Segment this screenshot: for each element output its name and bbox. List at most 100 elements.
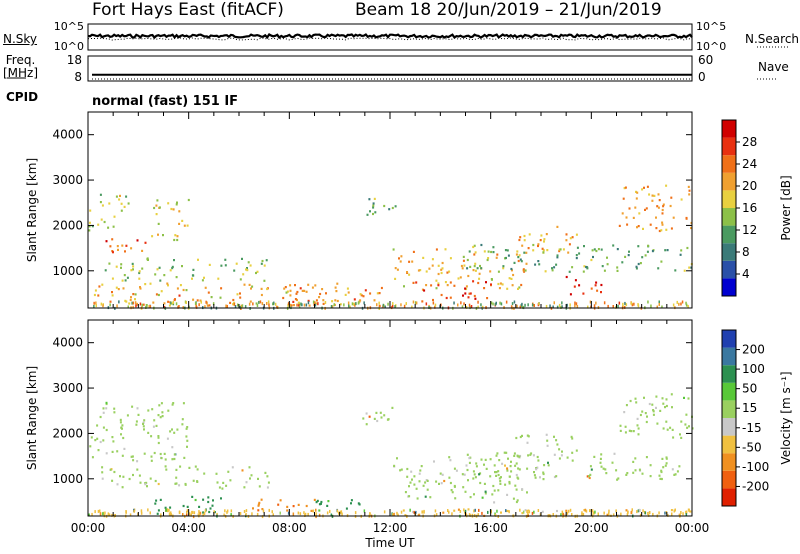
data-cell	[660, 470, 663, 474]
data-cell	[446, 271, 449, 274]
data-cell	[417, 269, 420, 272]
data-cell	[175, 476, 178, 479]
data-cell	[651, 250, 654, 253]
data-cell	[132, 293, 135, 296]
data-cell	[467, 479, 469, 482]
scatter-cell	[190, 513, 192, 517]
data-cell	[163, 452, 166, 455]
scatter-cell	[198, 510, 200, 514]
scatter-cell	[481, 511, 483, 515]
data-cell	[196, 299, 199, 302]
data-cell	[250, 474, 253, 477]
data-cell	[124, 279, 127, 282]
data-cell	[418, 480, 421, 483]
data-cell	[203, 276, 205, 279]
data-cell	[641, 256, 644, 259]
data-cell	[567, 251, 570, 254]
scatter-cell	[612, 513, 615, 517]
data-cell	[167, 284, 169, 287]
data-cell	[637, 245, 640, 248]
data-cell	[161, 415, 164, 418]
data-cell	[653, 194, 656, 197]
scatter-cell	[576, 305, 579, 308]
panel-bg	[88, 320, 692, 516]
scatter-cell	[225, 304, 227, 308]
data-cell	[469, 265, 472, 268]
scatter-cell	[297, 511, 300, 515]
scatter-cell	[125, 510, 127, 514]
scatter-cell	[508, 510, 510, 514]
data-cell	[672, 436, 675, 439]
scatter-cell	[131, 301, 133, 305]
scatter-cell	[203, 512, 206, 515]
data-cell	[637, 433, 640, 436]
data-cell	[263, 264, 266, 267]
data-cell	[372, 212, 374, 216]
scatter-cell	[163, 305, 166, 309]
data-cell	[435, 287, 438, 290]
data-cell	[182, 504, 185, 508]
data-cell	[158, 404, 161, 407]
scatter-cell	[139, 302, 142, 306]
data-cell	[243, 486, 246, 489]
data-cell	[236, 293, 239, 296]
data-cell	[518, 468, 521, 471]
data-cell	[506, 509, 509, 513]
scatter-cell	[93, 305, 95, 308]
data-cell	[339, 303, 342, 306]
scatter-cell	[104, 511, 106, 515]
data-cell	[373, 417, 376, 420]
scatter-cell	[460, 301, 462, 305]
data-cell	[99, 440, 102, 444]
data-cell	[266, 475, 269, 478]
data-cell	[462, 255, 465, 258]
data-cell	[662, 427, 665, 430]
data-cell	[116, 450, 119, 453]
data-cell	[632, 460, 635, 463]
data-cell	[490, 278, 493, 281]
data-cell	[412, 250, 415, 253]
data-cell	[635, 401, 638, 404]
y-tick-label: 1000	[52, 264, 83, 278]
data-cell	[636, 424, 639, 427]
scatter-cell	[490, 301, 493, 305]
data-cell	[391, 206, 394, 210]
data-cell	[624, 431, 627, 434]
scatter-cell	[511, 302, 514, 306]
data-cell	[451, 491, 454, 494]
scatter-cell	[624, 305, 626, 309]
data-cell	[518, 238, 521, 242]
data-cell	[167, 300, 170, 303]
data-cell	[197, 258, 199, 261]
colorbar-tick-label: -200	[742, 479, 769, 493]
data-cell	[115, 286, 118, 289]
scatter-cell	[244, 305, 247, 309]
data-cell	[448, 456, 451, 459]
scatter-cell	[464, 509, 467, 513]
scatter-cell	[638, 508, 641, 512]
data-cell	[660, 260, 663, 263]
scatter-cell	[685, 301, 687, 305]
data-cell	[154, 273, 157, 276]
data-cell	[457, 508, 460, 511]
data-cell	[396, 457, 398, 460]
scatter-cell	[230, 509, 233, 513]
data-cell	[113, 407, 116, 410]
data-cell	[525, 251, 528, 254]
nave-label: Nave	[758, 60, 789, 74]
colorbar-segment	[722, 347, 736, 366]
scatter-cell	[93, 301, 95, 305]
data-cell	[290, 304, 293, 307]
colorbar-label: Velocity [m s⁻¹]	[779, 371, 793, 464]
data-cell	[159, 498, 162, 501]
data-cell	[157, 293, 160, 297]
scatter-cell	[387, 302, 389, 306]
data-cell	[216, 481, 219, 484]
data-cell	[440, 293, 443, 297]
data-cell	[634, 206, 637, 209]
scatter-cell	[172, 300, 174, 304]
data-cell	[173, 259, 175, 262]
scatter-cell	[186, 510, 188, 514]
data-cell	[666, 428, 669, 431]
